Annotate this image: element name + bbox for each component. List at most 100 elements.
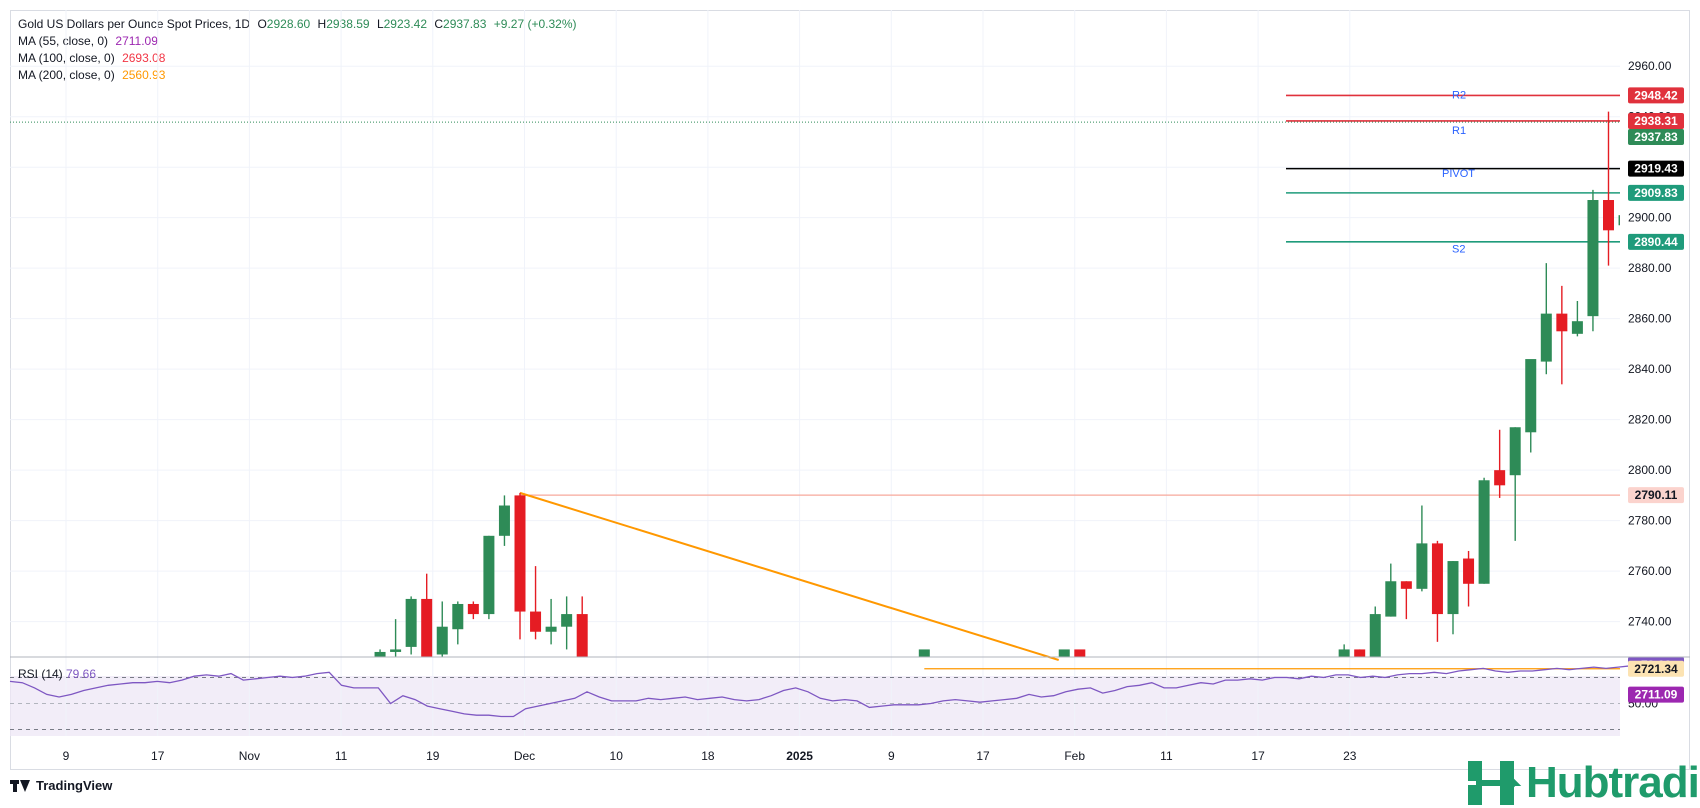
price-axis-label: 2721.34 (1634, 662, 1678, 676)
y-tick-label: 2840.00 (1628, 362, 1672, 376)
price-axis-label: 2938.31 (1634, 114, 1678, 128)
x-tick-label: 9 (888, 749, 895, 763)
bear-candle[interactable] (1074, 649, 1086, 657)
y-tick-label: 2780.00 (1628, 514, 1672, 528)
price-axis-label-bg (1628, 87, 1684, 104)
bear-candle[interactable] (421, 598, 433, 657)
price-axis-label: 2919.43 (1634, 162, 1678, 176)
price-axis-label-bg (1628, 660, 1684, 677)
bull-candle[interactable] (1618, 215, 1630, 226)
price-axis-label: 2937.83 (1634, 130, 1678, 144)
bull-candle[interactable] (1338, 649, 1350, 657)
bear-candle[interactable] (1556, 313, 1568, 332)
bull-candle[interactable] (1509, 427, 1521, 476)
bear-candle[interactable] (514, 495, 526, 612)
chart-frame (10, 10, 1690, 770)
bull-candle[interactable] (498, 505, 510, 536)
bull-candle[interactable] (1634, 147, 1645, 215)
x-tick-label: Dec (514, 749, 535, 763)
x-tick-label: 10 (610, 749, 624, 763)
hubtrading-mark-icon (1468, 761, 1522, 805)
price-axis-label-bg (1628, 112, 1684, 129)
bear-candle[interactable] (1354, 649, 1366, 657)
x-tick-label: 11 (335, 749, 348, 763)
x-tick-label: 17 (151, 749, 165, 763)
bull-candle[interactable] (390, 649, 402, 652)
rsi-band-fill (10, 676, 1620, 736)
x-tick-label: Feb (1064, 749, 1085, 763)
x-tick-label: 23 (1343, 749, 1357, 763)
bull-candle[interactable] (1587, 200, 1599, 317)
x-tick-label: 18 (701, 749, 715, 763)
x-tick-label: 17 (976, 749, 990, 763)
bull-candle[interactable] (1571, 321, 1583, 334)
pivot-level-label: R1 (1452, 125, 1466, 137)
y-tick-label: 2760.00 (1628, 564, 1672, 578)
ma-100-value: 2693.08 (122, 51, 166, 65)
price-axis-label: 2711.09 (1635, 688, 1678, 702)
y-tick-label: 2860.00 (1628, 312, 1672, 326)
price-axis-label-bg (1628, 487, 1684, 504)
price-axis-label: 2948.42 (1634, 88, 1678, 102)
bear-candle[interactable] (530, 611, 542, 632)
x-tick-label: 11 (1160, 749, 1173, 763)
price-axis-label-bg (1628, 233, 1684, 250)
x-tick-label: 19 (426, 749, 440, 763)
bull-candle[interactable] (918, 649, 930, 657)
chart-title: Gold US Dollars per Ounce Spot Prices, 1… (18, 17, 251, 31)
bull-candle[interactable] (483, 535, 495, 615)
tradingview-text: TradingView (36, 778, 113, 793)
y-tick-label: 2880.00 (1628, 261, 1672, 275)
bull-candle[interactable] (1478, 480, 1490, 584)
pivot-level-label: R2 (1452, 90, 1466, 102)
bear-candle[interactable] (1494, 470, 1506, 486)
price-axis-label-bg (1628, 184, 1684, 201)
bull-candle[interactable] (436, 626, 448, 655)
y-tick-label: 2800.00 (1628, 463, 1672, 477)
bull-candle[interactable] (452, 603, 464, 630)
bull-candle[interactable] (1369, 614, 1381, 657)
orange-trendline[interactable] (519, 491, 1059, 661)
ma-55-legend[interactable]: MA (55, close, 0) 2711.09 (18, 33, 162, 49)
bull-candle[interactable] (1525, 359, 1537, 433)
bull-candle[interactable] (1385, 581, 1397, 617)
price-axis-label-bg (1628, 160, 1684, 177)
y-tick-label: 2960.00 (1628, 59, 1672, 73)
pivot-level-label: PIVOT (1442, 168, 1475, 180)
pivot-level-label: S2 (1452, 244, 1465, 256)
price-axis-label: 2790.11 (1635, 488, 1678, 502)
bull-candle[interactable] (1416, 543, 1428, 589)
ohlc-change: +9.27 (+0.32%) (493, 17, 577, 31)
bull-candle[interactable] (405, 598, 417, 647)
ohlc-close: C2937.83 (434, 17, 487, 31)
bull-candle[interactable] (1058, 649, 1070, 657)
price-axis-label-bg (1628, 128, 1684, 145)
title-legend: Gold US Dollars per Ounce Spot Prices, 1… (18, 16, 581, 32)
ohlc-low: L2923.42 (376, 17, 428, 31)
bear-candle[interactable] (1463, 558, 1475, 584)
x-tick-label: 9 (63, 749, 70, 763)
bear-candle[interactable] (1431, 543, 1443, 615)
x-tick-label: 17 (1251, 749, 1265, 763)
bull-candle[interactable] (545, 626, 557, 632)
bear-candle[interactable] (1603, 200, 1614, 231)
x-tick-label: 2025 (786, 749, 813, 763)
tradingview-logo[interactable]: TradingView (10, 778, 112, 793)
bull-candle[interactable] (374, 651, 386, 657)
y-tick-label: 2740.00 (1628, 615, 1672, 629)
bull-candle[interactable] (561, 614, 573, 627)
price-axis-label: 2909.83 (1634, 186, 1678, 200)
x-tick-label: Nov (239, 749, 260, 763)
bear-candle[interactable] (467, 603, 479, 615)
rsi-line[interactable] (9, 664, 1656, 718)
bull-candle[interactable] (1540, 313, 1552, 362)
tradingview-icon (10, 779, 30, 792)
y-tick-label: 2900.00 (1628, 211, 1672, 225)
bear-candle[interactable] (576, 614, 588, 657)
ohlc-open: O2928.60 (257, 17, 311, 31)
bull-candle[interactable] (1447, 561, 1459, 615)
bear-candle[interactable] (1400, 581, 1412, 589)
price-axis-label-bg (1628, 686, 1684, 703)
